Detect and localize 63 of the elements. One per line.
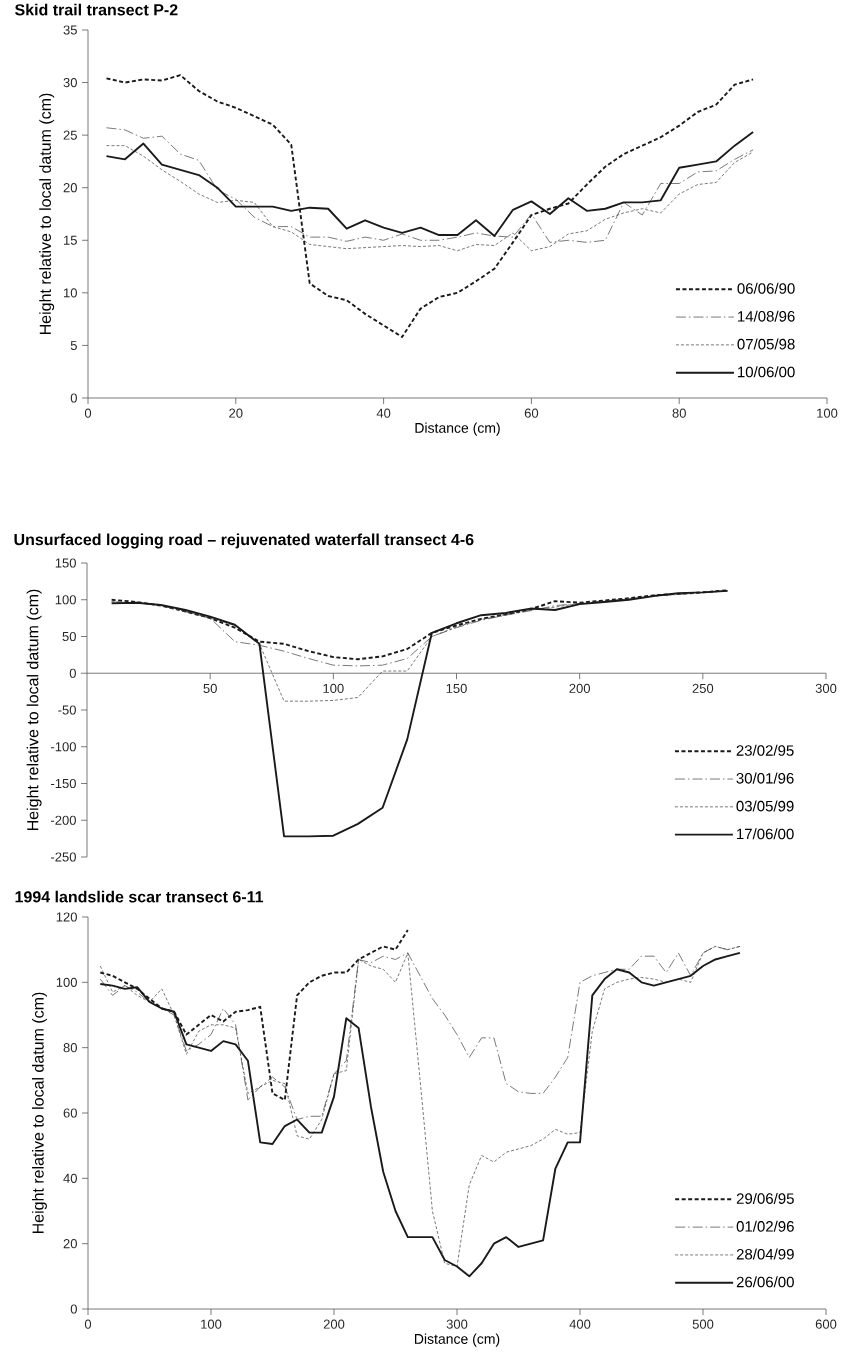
y-tick-label: 0: [69, 668, 76, 678]
y-tick-label: 10: [63, 288, 77, 298]
y-tick-label: 120: [56, 912, 77, 922]
chart-title: 1994 landslide scar transect 6-11: [15, 890, 264, 903]
y-tick-label: -200: [51, 815, 76, 825]
y-tick-label: 5: [70, 340, 77, 350]
x-tick-label: 200: [323, 1319, 345, 1329]
y-tick-label: -100: [51, 742, 76, 752]
chart-title: Skid trail transect P-2: [15, 3, 178, 16]
x-tick-label: 250: [692, 683, 714, 693]
x-tick-label: 100: [817, 408, 838, 418]
x-tick-label: 300: [815, 683, 837, 693]
y-tick-label: 35: [63, 25, 77, 35]
legend-label: 14/08/96: [738, 310, 795, 322]
chart-title: Unsurfaced logging road – rejuvenated waterfall transect 4-6: [14, 533, 474, 549]
y-tick-label: -250: [51, 852, 76, 862]
legend-label: 03/05/99: [736, 800, 794, 812]
legend-label: 17/06/00: [737, 828, 794, 840]
legend-label: 23/02/95: [736, 744, 794, 756]
y-tick-label: -50: [58, 705, 76, 715]
x-tick-label: 300: [446, 1319, 468, 1329]
y-tick-label: 50: [62, 631, 76, 642]
y-tick-label: 100: [56, 977, 77, 987]
x-tick-label: 150: [446, 683, 467, 693]
x-tick-label: 200: [569, 683, 590, 693]
y-axis-title: Height relative to local datum (cm): [32, 992, 47, 1234]
legend-label: 07/05/98: [737, 338, 795, 350]
y-tick-label: 0: [70, 1304, 77, 1314]
y-tick-label: -150: [51, 778, 76, 789]
x-tick-label: 60: [524, 408, 539, 418]
x-tick-label: 20: [229, 408, 243, 418]
x-tick-label: 400: [569, 1319, 591, 1329]
y-tick-label: 20: [63, 183, 77, 193]
x-tick-label: 100: [323, 683, 344, 693]
y-axis-title: Height relative to local datum (cm): [26, 589, 42, 831]
legend-label: 06/06/90: [737, 282, 795, 294]
x-axis-title: Distance (cm): [415, 422, 500, 436]
legend-label: 29/06/95: [736, 1192, 794, 1204]
x-tick-label: 80: [672, 408, 686, 418]
y-tick-label: 40: [63, 1173, 77, 1183]
y-tick-label: 60: [63, 1108, 77, 1118]
y-tick-label: 20: [63, 1239, 77, 1249]
y-tick-label: 30: [63, 77, 77, 88]
x-tick-label: 0: [84, 408, 92, 418]
y-tick-label: 0: [70, 393, 77, 403]
legend-label: 28/04/99: [736, 1248, 794, 1260]
x-tick-label: 100: [201, 1319, 222, 1329]
y-tick-label: 150: [55, 558, 76, 568]
y-tick-label: 25: [63, 130, 77, 140]
x-axis-title: Distance (cm): [414, 1333, 500, 1347]
x-tick-label: 40: [376, 408, 391, 418]
x-tick-label: 50: [203, 683, 217, 693]
x-tick-label: 0: [84, 1319, 92, 1329]
legend-label: 10/06/00: [738, 366, 795, 378]
legend-label: 01/02/96: [736, 1220, 794, 1232]
y-tick-label: 15: [63, 235, 77, 245]
y-tick-label: 100: [55, 595, 76, 605]
y-tick-label: 80: [63, 1043, 77, 1053]
legend-label: 26/06/00: [736, 1276, 794, 1288]
legend-label: 30/01/96: [736, 772, 794, 784]
y-axis-title: Height relative to local datum (cm): [39, 93, 55, 335]
x-tick-label: 500: [692, 1319, 714, 1329]
x-tick-label: 600: [815, 1319, 837, 1329]
